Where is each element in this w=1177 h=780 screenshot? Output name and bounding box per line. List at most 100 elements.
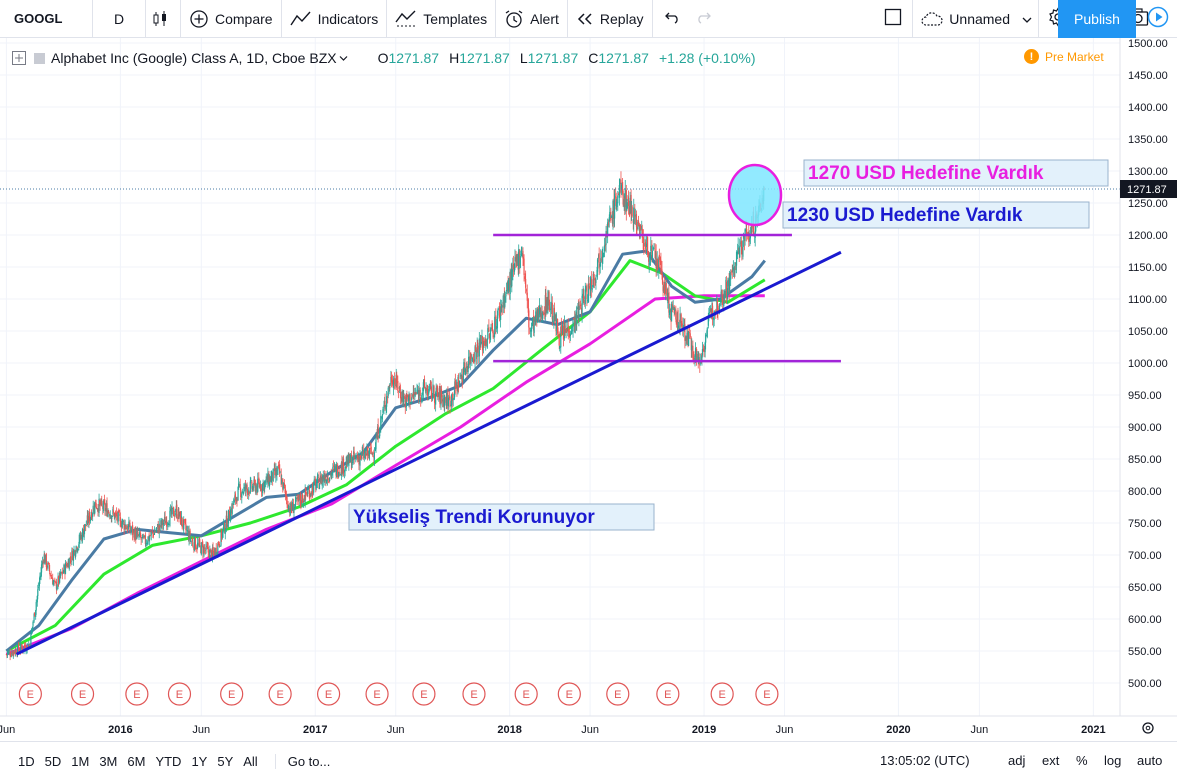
redo-button[interactable] xyxy=(687,0,719,38)
earnings-marker[interactable]: E xyxy=(18,682,42,706)
candle-body xyxy=(138,532,141,535)
interval-button[interactable]: D xyxy=(113,10,125,27)
candle-body xyxy=(153,531,156,536)
annotation-uptrend-box xyxy=(348,503,655,531)
undo-icon xyxy=(664,10,681,27)
chevron-down-icon[interactable] xyxy=(339,55,348,62)
range-button-1d[interactable]: 1D xyxy=(18,753,35,769)
candle-body xyxy=(540,310,542,317)
earnings-marker[interactable]: E xyxy=(557,682,581,706)
symbol-search-button[interactable]: GOOGL xyxy=(14,11,63,26)
alert-button[interactable]: Alert xyxy=(496,0,567,38)
premarket-badge[interactable]: ! Pre Market xyxy=(1024,49,1104,64)
candle-body xyxy=(114,512,117,514)
range-button-5y[interactable]: 5Y xyxy=(217,753,234,769)
time-axis[interactable]: Jun 2016 Jun 2017 Jun 2018 Jun 2019 Jun 2020 Jun 20… xyxy=(0,715,1177,736)
y-tick-label: 900.00 xyxy=(1128,422,1162,434)
earnings-marker[interactable]: E xyxy=(606,682,630,706)
candle-body xyxy=(265,480,267,483)
clock-label[interactable]: 13:05:02 (UTC) xyxy=(880,753,970,768)
candle-body xyxy=(636,226,638,230)
candle-body xyxy=(339,474,341,476)
candle-body xyxy=(47,562,49,569)
candle-body xyxy=(106,503,108,517)
play-circle-button[interactable] xyxy=(1138,0,1177,38)
candle-body xyxy=(143,535,145,537)
y-tick-label: 700.00 xyxy=(1128,550,1162,562)
earnings-marker[interactable]: E xyxy=(167,682,192,706)
layout-name-menu[interactable]: Unnamed xyxy=(913,0,1038,38)
candle-body xyxy=(317,475,319,477)
earnings-marker-label: E xyxy=(523,689,530,701)
candle-body xyxy=(464,362,466,374)
candle-body xyxy=(176,504,178,518)
earnings-marker[interactable]: E xyxy=(656,682,680,706)
candle-body xyxy=(717,308,719,312)
candle-body xyxy=(692,359,695,361)
candle-body xyxy=(36,596,38,603)
candle-body xyxy=(677,310,679,327)
candle-body xyxy=(299,494,301,502)
price-chart[interactable]: 1270 USD Hedefine Vardık 1230 USD Hedefin… xyxy=(0,38,1177,741)
legend-title[interactable]: Alphabet Inc (Google) Class A, 1D, Cboe … xyxy=(51,50,337,66)
candle-body xyxy=(150,531,152,536)
undo-button[interactable] xyxy=(653,0,687,38)
candle-body xyxy=(209,549,211,560)
axis-settings-gear-icon[interactable] xyxy=(1142,722,1154,734)
candle-body xyxy=(192,542,194,546)
earnings-marker[interactable]: E xyxy=(70,682,95,706)
range-button-5d[interactable]: 5D xyxy=(44,753,62,769)
candle-body xyxy=(316,476,319,483)
earnings-marker[interactable]: E xyxy=(220,682,244,706)
adj-toggle[interactable]: adj xyxy=(1008,753,1026,768)
earnings-marker[interactable]: E xyxy=(125,682,149,706)
earnings-marker[interactable]: E xyxy=(514,682,538,706)
candle-body xyxy=(722,299,724,305)
earnings-marker[interactable]: E xyxy=(412,682,436,706)
range-button-3m[interactable]: 3M xyxy=(99,753,118,769)
range-button-1y[interactable]: 1Y xyxy=(191,753,208,769)
earnings-marker[interactable]: E xyxy=(462,682,486,706)
replay-button[interactable]: Replay xyxy=(568,0,652,38)
auto-toggle[interactable]: auto xyxy=(1137,753,1163,768)
chart-style-button[interactable] xyxy=(146,0,180,38)
select-layout-button[interactable] xyxy=(874,0,912,38)
candle-body xyxy=(392,379,395,388)
range-button-1m[interactable]: 1M xyxy=(71,753,90,769)
candle-body xyxy=(648,263,650,265)
candle-body xyxy=(62,572,64,574)
candle-body xyxy=(402,390,404,402)
publish-button[interactable]: Publish xyxy=(1058,0,1136,38)
candles-icon xyxy=(151,10,169,28)
ext-toggle[interactable]: ext xyxy=(1042,753,1060,768)
earnings-marker[interactable]: E xyxy=(316,682,341,706)
goto-date-button[interactable]: Go to... xyxy=(274,753,330,769)
candle-body xyxy=(742,234,745,239)
candle-body xyxy=(84,524,86,532)
candle-body xyxy=(61,571,63,575)
range-button-6m[interactable]: 6M xyxy=(127,753,146,769)
compare-button[interactable]: Compare xyxy=(181,0,281,38)
ma-green-series xyxy=(5,259,766,653)
earnings-marker[interactable]: E xyxy=(268,682,292,706)
range-button-ytd[interactable]: YTD xyxy=(155,753,182,769)
candle-body xyxy=(91,512,93,519)
candle-body xyxy=(596,259,599,272)
candle-body xyxy=(258,477,260,483)
candle-body xyxy=(511,269,513,287)
earnings-marker[interactable]: E xyxy=(755,682,779,706)
earnings-marker[interactable]: E xyxy=(710,682,734,706)
price-axis[interactable]: 500.00 550.00 600.00 650.00 700.00 750.00 800.… xyxy=(1119,38,1177,716)
candle-body xyxy=(320,474,322,485)
indicators-button[interactable]: Indicators xyxy=(282,0,387,38)
templates-button[interactable]: Templates xyxy=(387,0,495,38)
range-button-all[interactable]: All xyxy=(243,753,258,769)
legend-toggle-icon[interactable] xyxy=(12,51,26,65)
candle-body xyxy=(492,330,494,338)
y-tick-label: 750.00 xyxy=(1128,518,1162,530)
candle-body xyxy=(176,517,178,519)
candle-body xyxy=(415,392,417,395)
log-toggle[interactable]: log xyxy=(1104,753,1122,768)
earnings-marker[interactable]: E xyxy=(365,682,389,706)
percent-toggle[interactable]: % xyxy=(1076,753,1088,768)
